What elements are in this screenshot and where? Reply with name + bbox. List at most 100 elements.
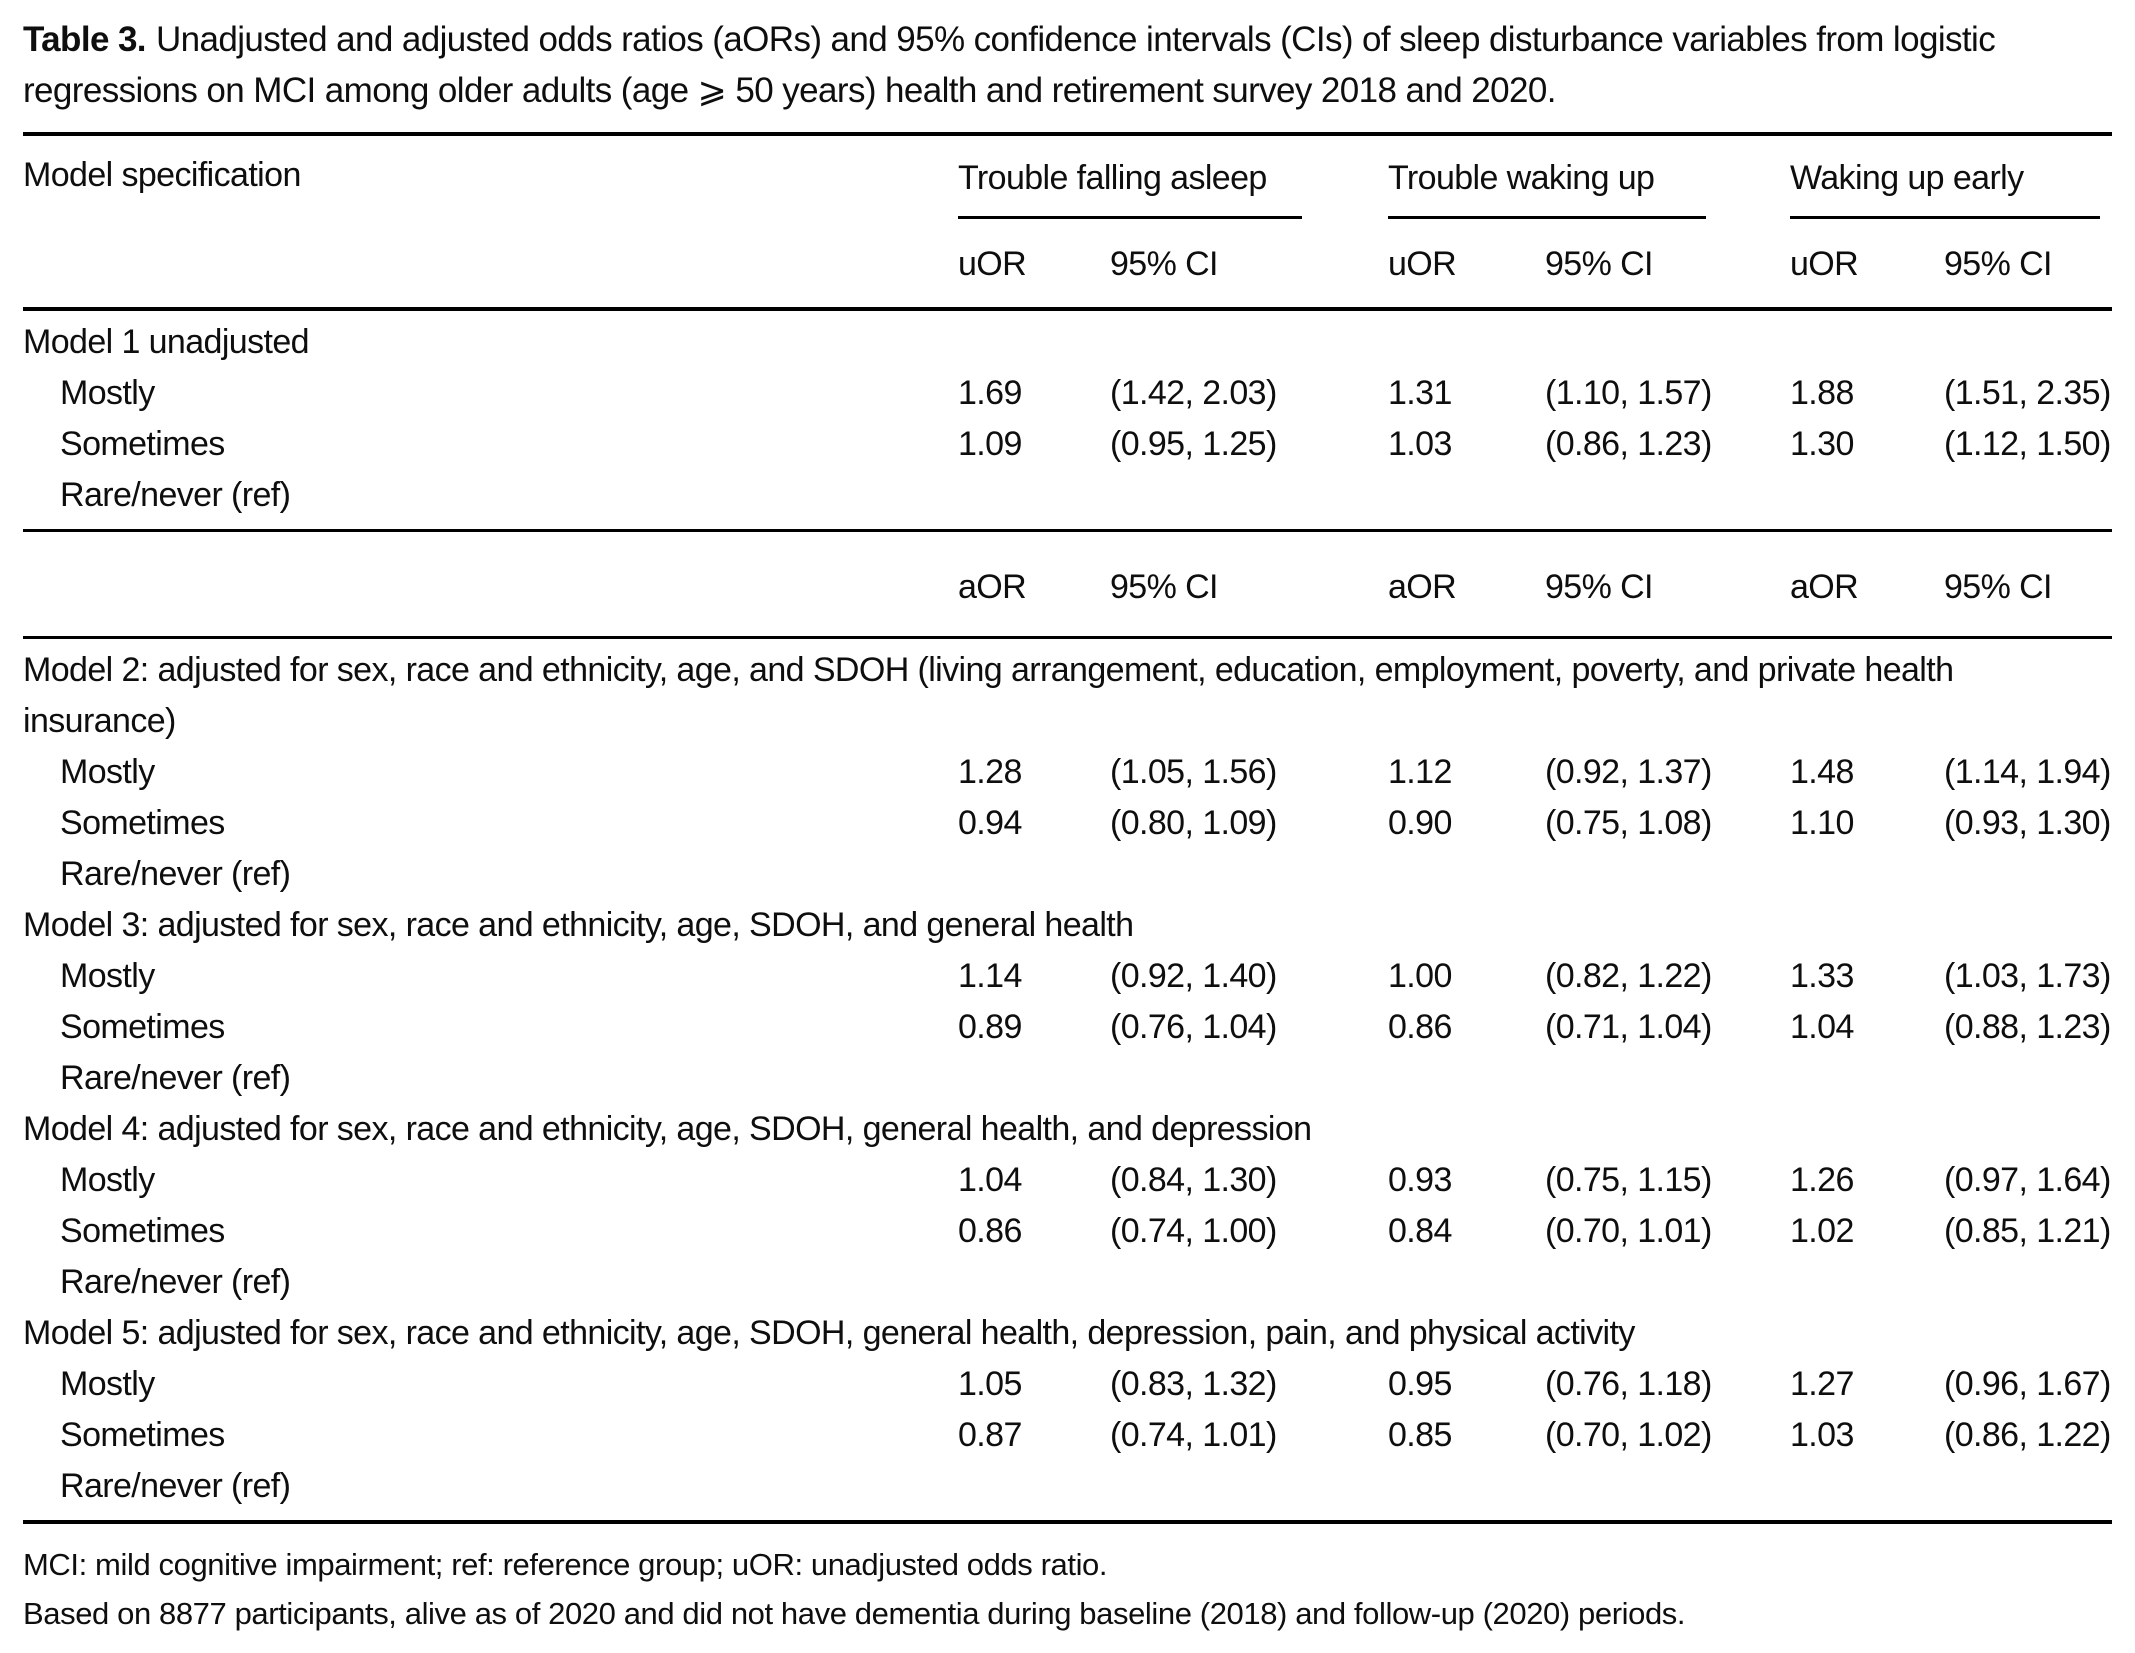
or-value	[1388, 1053, 1545, 1104]
table-row: Mostly 1.14 (0.92, 1.40) 1.00 (0.82, 1.22) 1.…	[23, 951, 2112, 1002]
or-value: 1.09	[958, 425, 1022, 463]
column-group-trouble-waking-up: Trouble waking up	[1388, 156, 1790, 219]
row-label: Mostly	[60, 753, 155, 791]
ci-value: (0.74, 1.00)	[1110, 1212, 1277, 1250]
table-row: Sometimes 1.09 (0.95, 1.25) 1.03 (0.86, 1.23…	[23, 419, 2112, 470]
or-value: 1.14	[958, 957, 1022, 995]
section-header-model-2: Model 2: adjusted for sex, race and ethn…	[23, 651, 1954, 740]
group-label: Trouble waking up	[1388, 159, 1655, 197]
section-header-model-5: Model 5: adjusted for sex, race and ethn…	[23, 1314, 1635, 1352]
ci-value: (0.70, 1.02)	[1545, 1416, 1712, 1454]
table-row: Sometimes 0.94 (0.80, 1.09) 0.90 (0.75, 1.08…	[23, 798, 2112, 849]
uor-subheader: uOR	[1388, 245, 1457, 283]
table-caption-text: Unadjusted and adjusted odds ratios (aOR…	[23, 20, 1996, 110]
row-label: Mostly	[60, 374, 155, 412]
or-value	[1790, 1053, 1944, 1104]
ci-value: (0.92, 1.40)	[1110, 957, 1277, 995]
ci-value: (0.80, 1.09)	[1110, 804, 1277, 842]
uor-subheader: uOR	[958, 245, 1027, 283]
column-group-trouble-falling-asleep: Trouble falling asleep	[958, 156, 1388, 219]
or-value: 0.95	[1388, 1365, 1452, 1403]
table-row: Sometimes 0.87 (0.74, 1.01) 0.85 (0.70, 1.02…	[23, 1410, 2112, 1461]
table-row: Mostly 1.69 (1.42, 2.03) 1.31 (1.10, 1.57) 1.…	[23, 368, 2112, 419]
ci-value: (1.42, 2.03)	[1110, 374, 1277, 412]
or-value: 1.27	[1790, 1365, 1854, 1403]
ci-subheader: 95% CI	[1944, 245, 2053, 283]
or-value: 1.05	[958, 1365, 1022, 1403]
or-value: 0.89	[958, 1008, 1022, 1046]
table-header: Model specification Trouble falling asle…	[23, 136, 2112, 311]
ci-value	[1545, 1257, 1790, 1308]
ci-value: (1.03, 1.73)	[1944, 957, 2111, 995]
or-value: 1.26	[1790, 1161, 1854, 1199]
or-value: 1.12	[1388, 753, 1452, 791]
adjusted-subheader-row: aOR 95% CI aOR 95% CI aOR 95% CI	[23, 529, 2112, 639]
ci-value: (0.82, 1.22)	[1545, 957, 1712, 995]
or-value: 1.03	[1388, 425, 1452, 463]
table-row: Rare/never (ref)	[23, 1257, 2112, 1308]
group-label-underline: Waking up early	[1790, 156, 2100, 219]
row-label: Mostly	[60, 1161, 155, 1199]
ci-value: (0.92, 1.37)	[1545, 753, 1712, 791]
ci-value: (1.14, 1.94)	[1944, 753, 2111, 791]
or-value	[1790, 849, 1944, 900]
table-caption: Table 3. Unadjusted and adjusted odds rat…	[23, 14, 2112, 116]
or-value: 0.85	[1388, 1416, 1452, 1454]
ci-value: (0.97, 1.64)	[1944, 1161, 2111, 1199]
or-value: 1.04	[958, 1161, 1022, 1199]
table-row: Mostly 1.28 (1.05, 1.56) 1.12 (0.92, 1.37) 1.…	[23, 747, 2112, 798]
ci-value: (0.76, 1.04)	[1110, 1008, 1277, 1046]
row-label: Rare/never (ref)	[60, 476, 291, 514]
ci-value: (0.84, 1.30)	[1110, 1161, 1277, 1199]
row-label: Rare/never (ref)	[60, 1263, 291, 1301]
or-value: 0.93	[1388, 1161, 1452, 1199]
or-value	[958, 849, 1110, 900]
or-value	[958, 470, 1110, 521]
ci-value: (0.88, 1.23)	[1944, 1008, 2111, 1046]
ci-value: (0.85, 1.21)	[1944, 1212, 2111, 1250]
ci-value: (0.96, 1.67)	[1944, 1365, 2111, 1403]
spacer-cell	[23, 231, 958, 287]
table-row: Mostly 1.05 (0.83, 1.32) 0.95 (0.76, 1.18) 1.…	[23, 1359, 2112, 1410]
ci-value: (0.70, 1.01)	[1545, 1212, 1712, 1250]
or-value	[1388, 470, 1545, 521]
or-value	[1388, 1257, 1545, 1308]
or-value: 1.69	[958, 374, 1022, 412]
row-label: Mostly	[60, 957, 155, 995]
table-row: Rare/never (ref)	[23, 1053, 2112, 1104]
ci-value: (1.05, 1.56)	[1110, 753, 1277, 791]
or-value: 0.87	[958, 1416, 1022, 1454]
unadjusted-section-body: Model 1 unadjusted Mostly 1.69 (1.42, 2.03)…	[23, 311, 2112, 529]
table-footnotes: MCI: mild cognitive impairment; ref: ref…	[23, 1524, 2112, 1638]
or-value: 1.31	[1388, 374, 1452, 412]
or-value	[1388, 849, 1545, 900]
or-value	[958, 1461, 1110, 1512]
ci-value	[1944, 1257, 2112, 1308]
or-value: 1.48	[1790, 753, 1854, 791]
row-label: Rare/never (ref)	[60, 1059, 291, 1097]
aor-subheader: aOR	[1388, 568, 1457, 606]
or-value: 0.86	[958, 1212, 1022, 1250]
group-header-row: Model specification Trouble falling asle…	[23, 156, 2112, 219]
or-value: 1.28	[958, 753, 1022, 791]
or-value: 1.33	[1790, 957, 1854, 995]
ci-value	[1545, 470, 1790, 521]
group-label-underline: Trouble waking up	[1388, 156, 1706, 219]
ci-subheader: 95% CI	[1110, 245, 1219, 283]
row-label: Sometimes	[60, 1008, 225, 1046]
or-value: 0.84	[1388, 1212, 1452, 1250]
aor-subheader: aOR	[958, 568, 1027, 606]
or-value: 1.03	[1790, 1416, 1854, 1454]
or-value: 1.04	[1790, 1008, 1854, 1046]
section-header-model-3: Model 3: adjusted for sex, race and ethn…	[23, 906, 1134, 944]
column-header-model-specification: Model specification	[23, 156, 301, 194]
ci-subheader: 95% CI	[1545, 568, 1654, 606]
or-value: 0.86	[1388, 1008, 1452, 1046]
or-value	[1790, 1461, 1944, 1512]
table-row: Rare/never (ref)	[23, 470, 2112, 521]
or-value	[1388, 1461, 1545, 1512]
ci-subheader: 95% CI	[1545, 245, 1654, 283]
ci-value: (0.76, 1.18)	[1545, 1365, 1712, 1403]
footnote-abbreviations: MCI: mild cognitive impairment; ref: ref…	[23, 1547, 1108, 1582]
